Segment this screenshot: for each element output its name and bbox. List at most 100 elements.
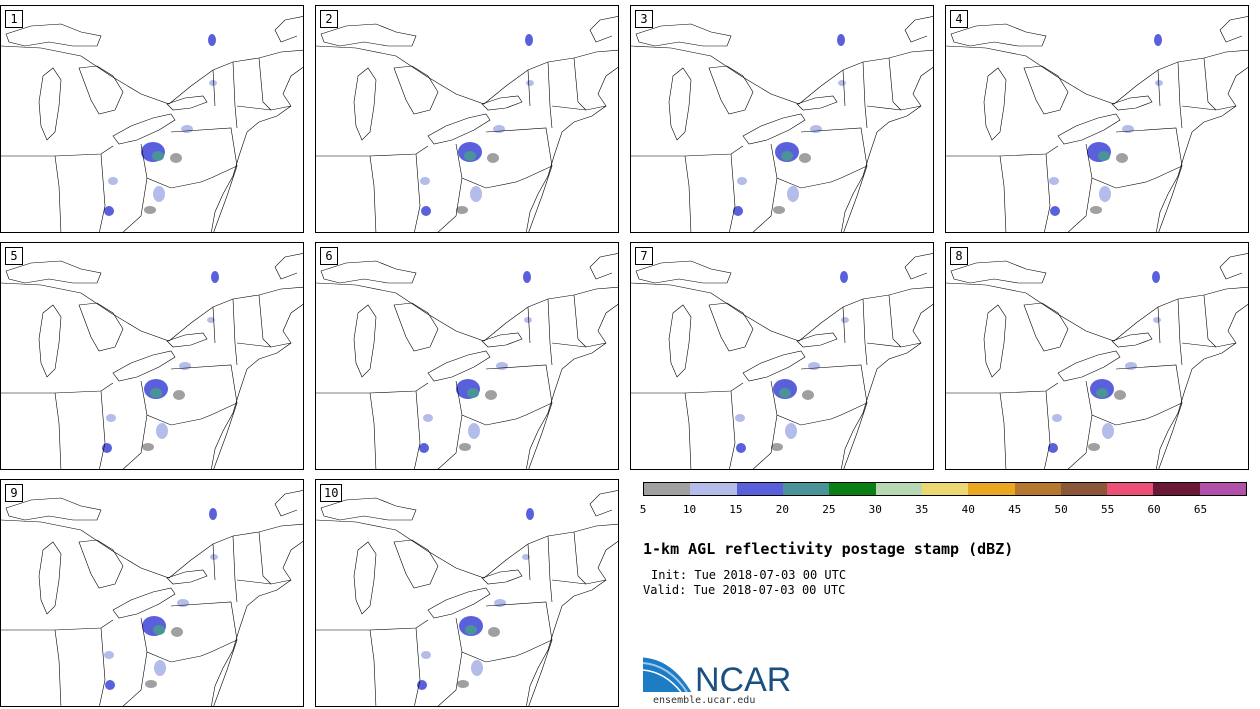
- map-boundary: [708, 302, 754, 352]
- reflectivity-cell: [488, 627, 500, 637]
- reflectivity-cell: [1052, 414, 1062, 422]
- map-boundary: [796, 95, 838, 111]
- map-boundary: [843, 402, 868, 469]
- map-boundary: [1115, 364, 1183, 420]
- reflectivity-cell: [154, 660, 166, 676]
- map-boundary: [166, 569, 208, 585]
- reflectivity-cell: [181, 125, 193, 133]
- map: [631, 16, 933, 232]
- map-boundary: [547, 61, 553, 129]
- reflectivity-cell: [177, 599, 189, 607]
- map-boundary: [841, 67, 933, 232]
- reflectivity-cell: [838, 80, 846, 86]
- map-boundary: [1111, 95, 1153, 111]
- map-boundary: [752, 414, 778, 469]
- map-boundary: [1085, 143, 1147, 189]
- reflectivity-cell: [523, 271, 531, 283]
- map-boundary: [551, 579, 607, 585]
- reflectivity-cell: [494, 599, 506, 607]
- map-boundary: [1044, 153, 1051, 232]
- reflectivity-cell: [779, 388, 791, 398]
- map-boundary: [211, 541, 303, 706]
- colorbar-tick: 5: [639, 503, 647, 516]
- reflectivity-cell: [171, 627, 183, 637]
- colorbar-tick: 50: [1054, 503, 1068, 516]
- reflectivity-cell: [1096, 388, 1108, 398]
- map-boundary: [1219, 16, 1248, 43]
- reflectivity-cell: [1098, 151, 1110, 161]
- map-boundary: [166, 95, 208, 111]
- reflectivity-cell: [837, 34, 845, 46]
- map-boundary: [481, 95, 523, 111]
- map-boundary: [212, 69, 216, 107]
- map-boundary: [904, 253, 933, 280]
- map-boundary: [1177, 61, 1183, 129]
- map-boundary: [589, 253, 618, 280]
- map-boundary: [551, 342, 607, 348]
- map-boundary: [1203, 294, 1217, 348]
- colorbar-segment: [1060, 483, 1108, 495]
- colorbar-segment: [1107, 483, 1154, 495]
- panel-number: 3: [635, 10, 653, 28]
- map-boundary: [437, 414, 463, 469]
- reflectivity-cell: [456, 206, 468, 214]
- map: [1, 490, 303, 706]
- map-boundary: [1067, 177, 1093, 232]
- reflectivity-cell: [1125, 362, 1137, 370]
- reflectivity-cell: [464, 151, 476, 161]
- map-boundary: [1181, 105, 1237, 111]
- panel: 3: [630, 5, 934, 233]
- map-boundary: [573, 57, 587, 111]
- colorbar-tick: 25: [822, 503, 836, 516]
- reflectivity-cell: [799, 153, 811, 163]
- reflectivity-cell: [104, 651, 114, 659]
- map-boundary: [842, 306, 846, 344]
- map-boundary: [274, 253, 303, 280]
- reflectivity-cell: [104, 206, 114, 216]
- map-boundary: [236, 579, 292, 585]
- colorbar-tick: 15: [729, 503, 743, 516]
- map-boundary: [122, 651, 148, 706]
- reflectivity-cell: [152, 151, 164, 161]
- colorbar-segment: [1199, 483, 1247, 495]
- colorbar-segment: [690, 483, 737, 495]
- reflectivity-cell: [156, 423, 168, 439]
- map-boundary: [950, 23, 1047, 47]
- colorbar-tick: 45: [1008, 503, 1022, 516]
- reflectivity-cell: [102, 443, 112, 453]
- reflectivity-cell: [1090, 206, 1102, 214]
- map: [1, 16, 303, 232]
- reflectivity-cell: [735, 414, 745, 422]
- map-boundary: [481, 569, 523, 585]
- reflectivity-cell: [211, 271, 219, 283]
- colorbar-tick: 40: [961, 503, 975, 516]
- map-boundary: [1181, 342, 1237, 348]
- map-boundary: [99, 627, 106, 706]
- panel: 8: [945, 242, 1249, 470]
- map-boundary: [232, 298, 238, 366]
- reflectivity-cell: [209, 80, 217, 86]
- reflectivity-cell: [493, 125, 505, 133]
- map-boundary: [140, 143, 202, 189]
- reflectivity-cell: [108, 177, 118, 185]
- map-boundary: [258, 531, 272, 585]
- colorbar-tick: 10: [682, 503, 697, 516]
- map-boundary: [589, 16, 618, 43]
- map-boundary: [1067, 414, 1093, 469]
- map-boundary: [5, 23, 102, 47]
- map-boundary: [527, 543, 531, 581]
- map-boundary: [393, 539, 439, 589]
- reflectivity-cell: [170, 153, 182, 163]
- map-boundary: [166, 332, 208, 348]
- map-boundary: [258, 57, 272, 111]
- map-boundary: [1203, 57, 1217, 111]
- reflectivity-cell: [179, 362, 191, 370]
- map-boundary: [320, 23, 417, 47]
- reflectivity-cell: [1153, 317, 1161, 323]
- map-boundary: [1023, 65, 1069, 115]
- map-boundary: [455, 617, 517, 663]
- panel: 2: [315, 5, 619, 233]
- colorbar-segment: [1014, 483, 1061, 495]
- reflectivity-cell: [526, 508, 534, 520]
- map-boundary: [551, 105, 607, 111]
